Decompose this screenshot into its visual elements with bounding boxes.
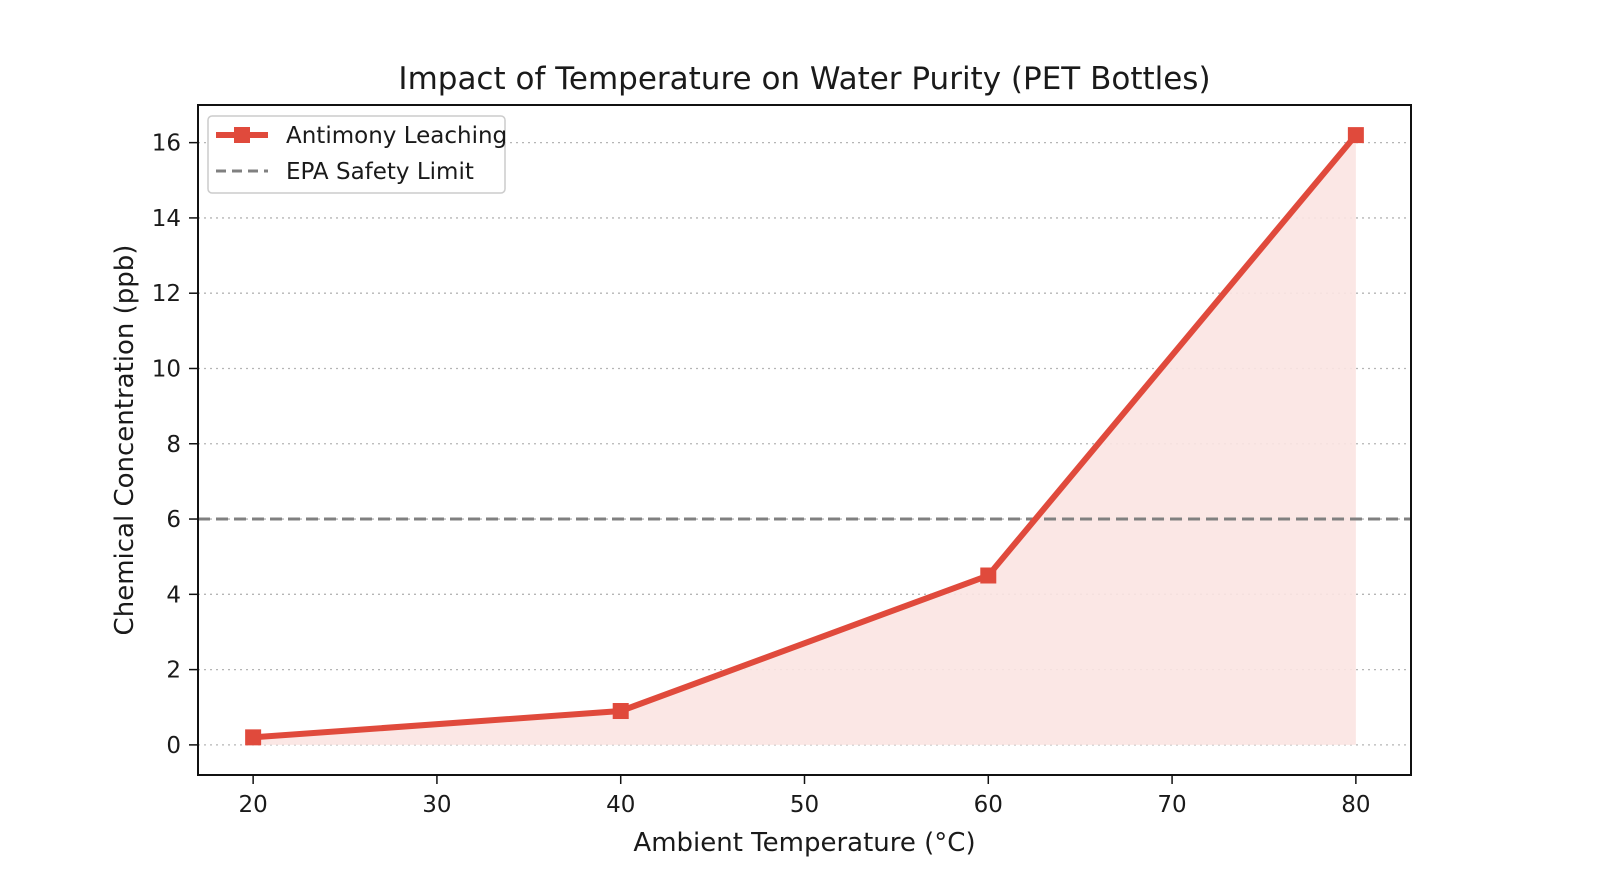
- y-tick-label-2: 2: [166, 658, 181, 684]
- legend-swatch-antimony-marker: [234, 127, 250, 143]
- data-point-40: [612, 703, 629, 720]
- x-tick-label-70: 70: [1157, 792, 1186, 818]
- data-point-80: [1347, 127, 1364, 144]
- y-tick-label-10: 10: [152, 356, 181, 382]
- series-layer: [245, 127, 1364, 746]
- series-line-antimony: [250, 132, 1359, 741]
- x-axis-ticks: 20 30 40 50 60 70 80: [238, 775, 1371, 818]
- x-tick-label-80: 80: [1341, 792, 1370, 818]
- y-tick-label-0: 0: [166, 733, 181, 759]
- y-tick-label-16: 16: [152, 131, 181, 157]
- x-tick-label-40: 40: [606, 792, 635, 818]
- x-tick-label-30: 30: [422, 792, 451, 818]
- legend-box: [207, 115, 506, 194]
- y-tick-label-12: 12: [152, 281, 181, 307]
- y-tick-label-14: 14: [152, 206, 181, 232]
- x-axis-label: Ambient Temperature (°C): [633, 828, 975, 858]
- x-tick-label-60: 60: [974, 792, 1003, 818]
- x-tick-label-50: 50: [790, 792, 819, 818]
- y-tick-label-8: 8: [166, 432, 181, 458]
- data-point-20: [245, 729, 262, 746]
- y-tick-label-4: 4: [166, 582, 181, 608]
- y-tick-label-6: 6: [166, 507, 181, 533]
- x-tick-label-20: 20: [238, 792, 267, 818]
- data-point-60: [980, 567, 997, 584]
- chart-title: Impact of Temperature on Water Purity (P…: [398, 61, 1210, 97]
- legend-label-epa-limit: EPA Safety Limit: [286, 159, 474, 185]
- legend: Antimony Leaching EPA Safety Limit: [207, 115, 507, 194]
- area-fill-layer: [253, 135, 1356, 745]
- legend-label-antimony: Antimony Leaching: [286, 123, 507, 149]
- area-fill-antimony: [253, 135, 1356, 745]
- y-axis-label: Chemical Concentration (ppb): [110, 245, 140, 636]
- y-axis-ticks: 0 2 4 6 8 10 12 14 16: [152, 131, 198, 759]
